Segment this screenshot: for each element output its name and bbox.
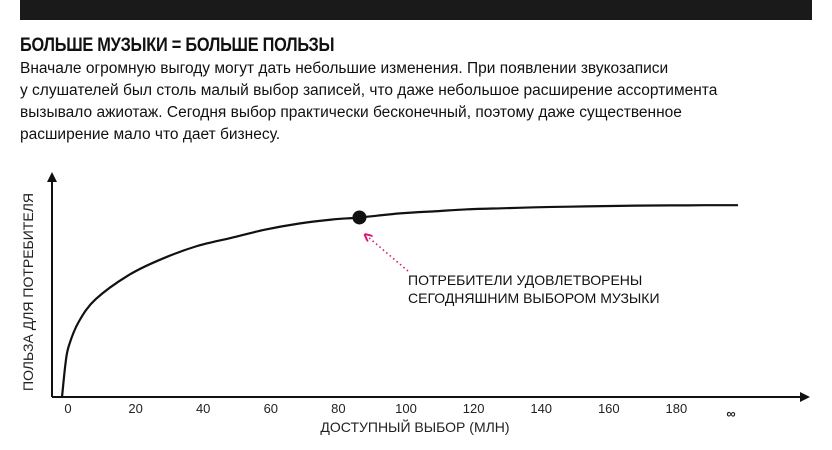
x-tick-label: 140 xyxy=(530,401,552,416)
description: Вначале огромную выгоду могут дать небол… xyxy=(20,58,820,146)
x-tick-label: 160 xyxy=(598,401,620,416)
x-tick-label: 180 xyxy=(666,401,688,416)
highlight-point xyxy=(352,210,367,225)
x-tick-label: ∞ xyxy=(726,406,735,421)
description-line-4: расширение мало что дает бизнесу. xyxy=(20,126,281,143)
y-axis-label: ПОЛЬЗА ДЛЯ ПОТРЕБИТЕЛЯ xyxy=(20,193,36,391)
x-tick-label: 120 xyxy=(463,401,485,416)
x-tick-label: 40 xyxy=(196,401,210,416)
description-line-3: вызывало ажиотаж. Сегодня выбор практиче… xyxy=(20,104,682,121)
chart-title: БОЛЬШЕ МУЗЫКИ = БОЛЬШЕ ПОЛЬЗЫ xyxy=(20,35,335,56)
utility-curve xyxy=(60,204,738,398)
x-tick-label: 20 xyxy=(128,401,142,416)
description-line-2: у слушателей был столь малый выбор запис… xyxy=(20,82,718,99)
top-bar xyxy=(20,0,812,20)
description-line-1: Вначале огромную выгоду могут дать небол… xyxy=(20,60,669,77)
x-tick-label: 80 xyxy=(331,401,345,416)
annotation-text: ПОТРЕБИТЕЛИ УДОВЛЕТВОРЕНЫ СЕГОДНЯШНИМ ВЫ… xyxy=(408,272,660,306)
x-tick-label: 60 xyxy=(264,401,278,416)
x-tick-label: 100 xyxy=(395,401,417,416)
x-tick-labels: 0 20 40 60 80 100 120 140 160 180 ∞ xyxy=(64,401,735,421)
annotation-line-1: ПОТРЕБИТЕЛИ УДОВЛЕТВОРЕНЫ xyxy=(408,272,642,288)
x-tick-label: 0 xyxy=(64,401,71,416)
annotation-line-2: СЕГОДНЯШНИМ ВЫБОРОМ МУЗЫКИ xyxy=(408,290,660,306)
annotation-pointer xyxy=(367,236,409,272)
x-axis-label: ДОСТУПНЫЙ ВЫБОР (МЛН) xyxy=(320,418,509,435)
